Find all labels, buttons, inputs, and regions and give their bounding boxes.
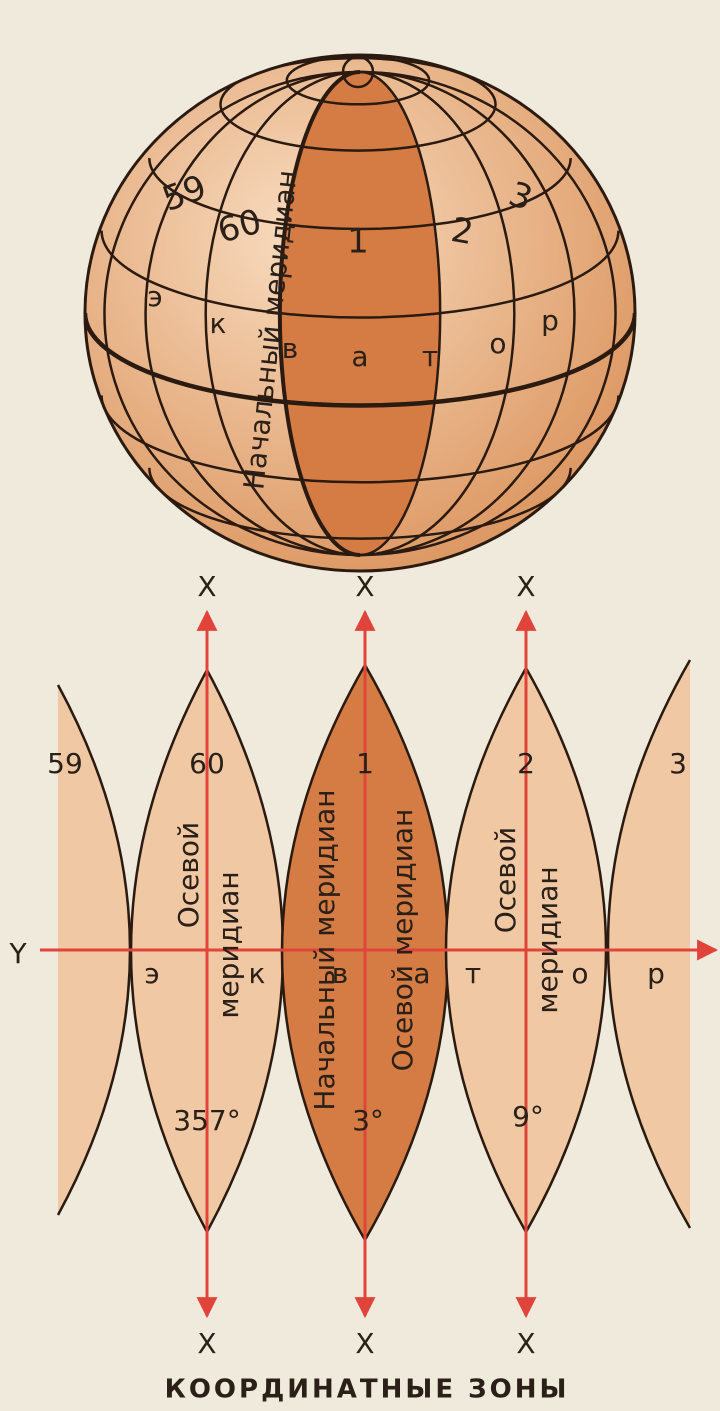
zone-edge [606, 659, 692, 1229]
axial-meridian-label: меридиан [531, 866, 564, 1013]
axial-meridian-label: Осевой меридиан [386, 809, 419, 1072]
parallel [100, 395, 620, 484]
y-label: Y [8, 937, 27, 970]
zone-number: 59 [47, 747, 83, 780]
x-label: X [197, 1327, 216, 1360]
equator-letter: в [282, 332, 299, 365]
equator-letter: р [541, 304, 559, 337]
parallel [100, 230, 620, 319]
parallel [148, 158, 572, 231]
x-label: X [516, 570, 535, 603]
globe-outline [83, 53, 637, 573]
meridian [144, 70, 361, 557]
meridian [359, 70, 576, 557]
zone-number: 1 [347, 222, 369, 262]
parallel [85, 312, 635, 408]
zone-number: 2 [517, 747, 535, 780]
equator-letter: э [147, 280, 162, 313]
meridian [359, 70, 516, 557]
zone-number: 60 [189, 747, 225, 780]
axial-meridian-label: меридиан [212, 871, 245, 1018]
graticule [85, 55, 635, 557]
equator-letter: в [332, 957, 349, 990]
equator-letter: о [571, 957, 588, 990]
x-label: X [355, 1327, 374, 1360]
equator-letter: т [422, 340, 438, 373]
globe [83, 53, 637, 573]
longitude: 9° [512, 1100, 544, 1133]
zones-diagram [40, 609, 719, 1319]
equator-letter: а [413, 957, 430, 990]
x-label: X [516, 1327, 535, 1360]
equator-letter: а [351, 340, 368, 373]
x-label: X [197, 570, 216, 603]
x-label: X [355, 570, 374, 603]
equator-letter: о [489, 327, 506, 360]
central-zone [279, 72, 441, 555]
equator-letter: к [249, 957, 266, 990]
equator-letter: т [465, 957, 481, 990]
pole [341, 55, 375, 89]
zone-number: 3 [669, 747, 687, 780]
meridian [204, 70, 361, 557]
axial-meridian-label: Осевой [172, 822, 205, 929]
axial-meridian-label: Осевой [489, 827, 522, 934]
equator-letter: р [647, 957, 665, 990]
longitude: 357° [173, 1104, 240, 1137]
zone-number: 1 [356, 747, 374, 780]
equator-letter: к [210, 307, 227, 340]
prime-meridian-label: Начальный меридиан [308, 789, 341, 1110]
longitude: 3° [352, 1104, 384, 1137]
equator-letter: э [144, 957, 159, 990]
caption: КООРДИНАТНЫЕ ЗОНЫ [165, 1375, 570, 1405]
